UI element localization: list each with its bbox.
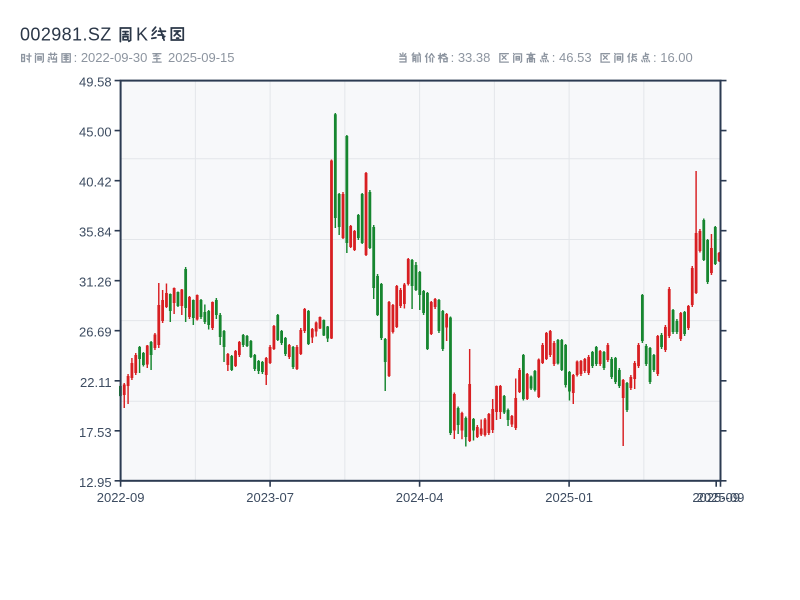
svg-text:K: K — [136, 25, 148, 45]
svg-text:: 16.00: : 16.00 — [653, 50, 693, 65]
svg-text:2024-04: 2024-04 — [396, 490, 444, 505]
svg-text:40.42: 40.42 — [79, 175, 112, 190]
svg-text:: 2022-09-30: : 2022-09-30 — [74, 50, 148, 65]
svg-text:45.00: 45.00 — [79, 125, 112, 140]
svg-text:2025-09: 2025-09 — [692, 490, 740, 505]
svg-text:2022-09: 2022-09 — [97, 490, 145, 505]
svg-text:26.69: 26.69 — [79, 325, 112, 340]
svg-text:35.84: 35.84 — [79, 225, 112, 240]
svg-text:12.95: 12.95 — [79, 475, 112, 490]
svg-text:31.26: 31.26 — [79, 275, 112, 290]
svg-text:: 33.38: : 33.38 — [451, 50, 491, 65]
svg-text:: 46.53: : 46.53 — [552, 50, 592, 65]
svg-text:002981.SZ: 002981.SZ — [20, 25, 112, 45]
svg-text:2023-07: 2023-07 — [246, 490, 294, 505]
svg-text:2025-01: 2025-01 — [545, 490, 593, 505]
svg-text:17.53: 17.53 — [79, 425, 112, 440]
svg-text:49.58: 49.58 — [79, 75, 112, 90]
svg-text:2025-09: 2025-09 — [697, 490, 745, 505]
svg-text:2025-09-15: 2025-09-15 — [168, 50, 235, 65]
svg-text:22.11: 22.11 — [80, 375, 112, 390]
